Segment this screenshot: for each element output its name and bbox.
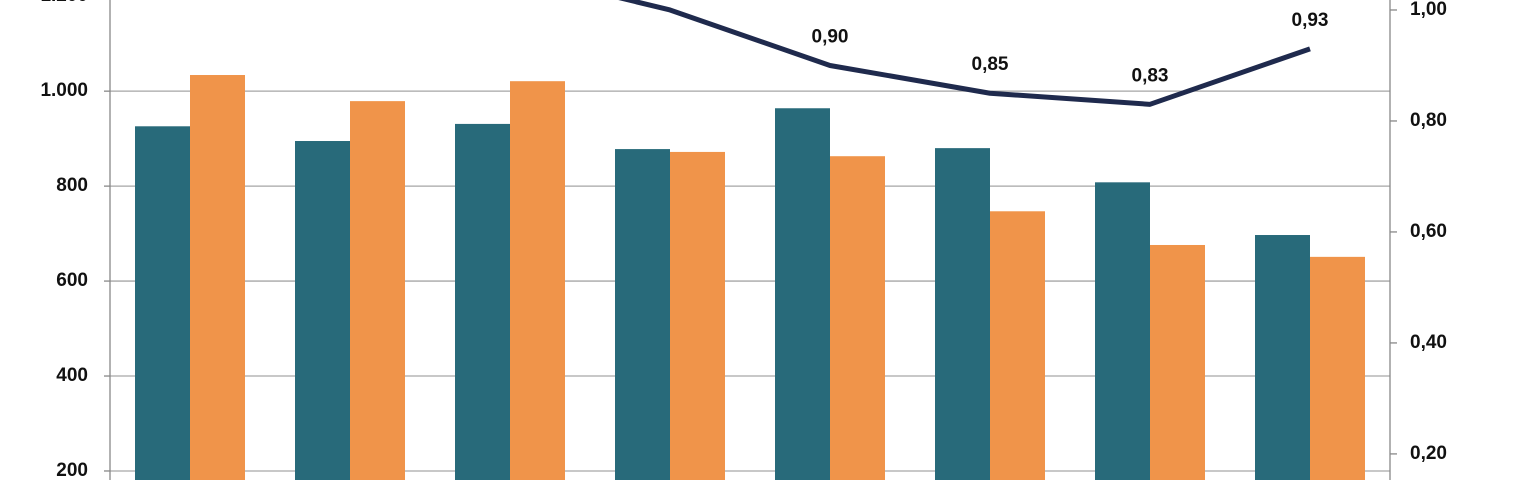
data-label: 0,83: [1132, 65, 1169, 86]
y2-tick-label: 0,60: [1410, 221, 1447, 242]
y2-tick-label: 0,20: [1410, 443, 1447, 464]
y-tick-label: 400: [56, 365, 88, 386]
y2-tick-label: 0,40: [1410, 332, 1447, 353]
data-label: 0,93: [1292, 10, 1329, 31]
data-label: 0,90: [812, 26, 849, 47]
bar: [1255, 235, 1310, 480]
bar: [775, 108, 830, 480]
bar: [1310, 256, 1365, 480]
bar: [295, 141, 350, 480]
bar: [350, 101, 405, 480]
bar: [990, 211, 1045, 480]
line: [618, 0, 1311, 107]
y-tick-label: 800: [56, 175, 88, 196]
bar: [135, 126, 190, 480]
bar: [455, 123, 510, 480]
y2-tick-label: 0,80: [1410, 110, 1447, 131]
bar: [1095, 182, 1150, 480]
bar: [935, 148, 990, 480]
bar: [615, 149, 670, 480]
bar: [190, 75, 245, 480]
data-label: 0,85: [972, 54, 1009, 75]
bar: [670, 151, 725, 480]
y-tick-label: 1.000: [40, 80, 88, 101]
bar: [510, 81, 565, 480]
y-tick-label: 1.200: [40, 0, 88, 6]
y-tick-label: 600: [56, 270, 88, 291]
bar: [830, 156, 885, 480]
y-tick-label: 200: [56, 460, 88, 480]
y2-tick-label: 1,00: [1410, 0, 1447, 20]
bar: [1150, 244, 1205, 480]
